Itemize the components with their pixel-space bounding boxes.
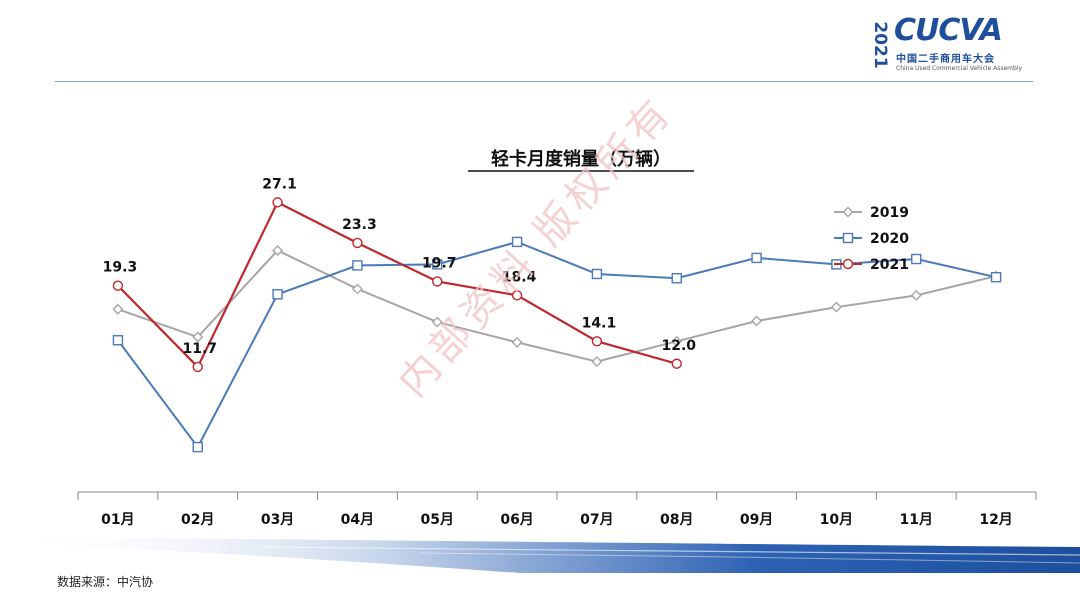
- data-point-2020: [911, 253, 922, 265]
- cucva-logo: 2021 CUCVA 中国二手商用车大会 China Used Commerci…: [868, 14, 1048, 76]
- data-label: 18.4: [502, 269, 537, 285]
- x-tick-label: 11月: [900, 512, 933, 528]
- data-label: 19.3: [103, 260, 138, 276]
- x-tick-label: 09月: [740, 512, 773, 528]
- x-tick-label: 03月: [261, 512, 294, 528]
- data-point-2020: [352, 260, 363, 271]
- svg-text:2021: 2021: [870, 21, 890, 68]
- data-point-2019: [431, 316, 443, 328]
- data-point-2021: [112, 280, 124, 291]
- data-point-2019: [351, 283, 363, 295]
- data-label: 23.3: [342, 217, 377, 233]
- data-point-2019: [751, 315, 763, 327]
- data-point-2021: [192, 361, 203, 373]
- data-point-2019: [591, 356, 603, 368]
- x-tick-label: 10月: [820, 512, 853, 528]
- data-label: 12.0: [661, 338, 696, 354]
- header-rule: [55, 81, 1033, 82]
- legend-label-2019: 2019: [870, 205, 909, 221]
- logo-subtitle-cn: 中国二手商用车大会: [896, 54, 995, 65]
- data-label: 14.1: [582, 315, 617, 331]
- data-point-2020: [432, 259, 443, 270]
- data-point-2019: [671, 335, 683, 347]
- data-point-2020: [751, 252, 762, 264]
- data-point-2019: [910, 289, 922, 301]
- data-point-2020: [272, 289, 283, 300]
- data-point-2019: [272, 244, 284, 256]
- legend-label-2021: 2021: [870, 257, 909, 273]
- logo-brand: CUCVA: [894, 13, 1003, 48]
- chart-title: 轻卡月度销量（万辆）: [491, 148, 671, 170]
- series-line-2019: [117, 249, 997, 363]
- data-point-2021: [591, 336, 603, 347]
- x-tick-label: 12月: [979, 512, 1012, 528]
- footer-band: [0, 537, 1080, 573]
- data-label: 19.7: [422, 255, 457, 271]
- x-tick-label: 05月: [421, 512, 454, 528]
- data-point-2020: [671, 273, 682, 284]
- data-point-2021: [511, 290, 523, 301]
- data-point-2021: [272, 197, 283, 208]
- logo-year: 2021: [870, 21, 890, 68]
- x-tick-label: 08月: [660, 512, 693, 528]
- data-point-2020: [990, 271, 1002, 283]
- x-tick-label: 02月: [181, 512, 214, 528]
- legend-label-2020: 2020: [870, 231, 909, 247]
- series-line-2020: [117, 240, 997, 449]
- data-point-2019: [830, 301, 842, 313]
- data-point-2019: [192, 331, 204, 343]
- data-point-2019: [511, 336, 523, 348]
- data-point-2020: [112, 335, 124, 346]
- data-label: 11.7: [182, 341, 217, 357]
- legend-marker-2021: [842, 258, 854, 270]
- data-point-2021: [432, 276, 443, 287]
- legend-marker-2020: [842, 232, 854, 244]
- x-tick-label: 04月: [341, 512, 374, 528]
- data-point-2019: [112, 303, 124, 315]
- legend-marker-2019: [842, 206, 854, 218]
- logo-subtitle-en: China Used Commercial Vehicle Assembly: [896, 65, 1023, 72]
- data-point-2020: [511, 236, 523, 248]
- data-point-2020: [591, 268, 603, 280]
- data-label: 27.1: [262, 176, 297, 192]
- series-line-2021: [117, 200, 678, 369]
- x-tick-label: 06月: [500, 512, 533, 528]
- data-source-note: 数据来源：中汽协: [57, 575, 154, 589]
- x-tick-label: 01月: [101, 512, 134, 528]
- x-tick-label: 07月: [580, 512, 613, 528]
- data-point-2020: [192, 441, 203, 453]
- data-point-2021: [352, 237, 363, 249]
- data-point-2021: [671, 358, 682, 369]
